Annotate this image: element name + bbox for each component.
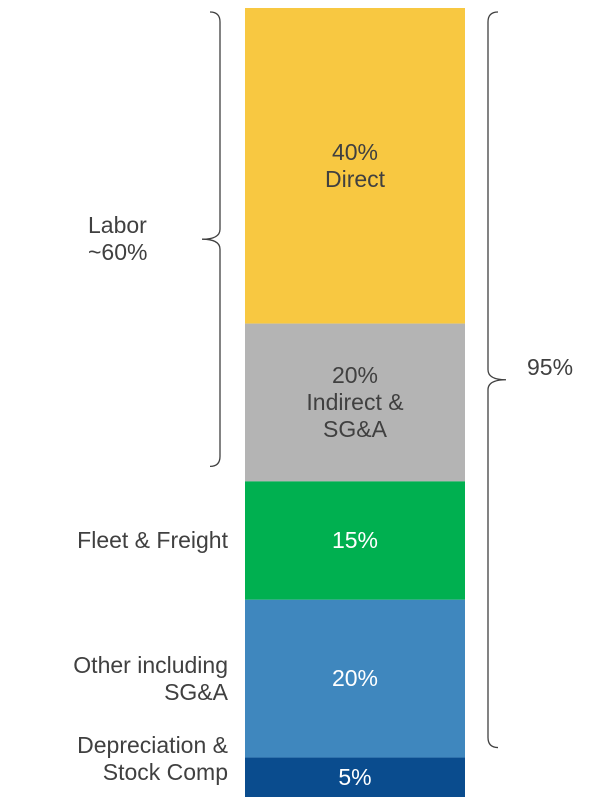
segment-label: Other including SG&A [73, 651, 228, 705]
segment-label: Fleet & Freight [77, 527, 228, 554]
value-label: 20% [331, 665, 379, 692]
brace-right [487, 11, 507, 749]
bar-segment [245, 599, 465, 758]
annotation: Labor ~60% [88, 212, 148, 266]
bar-segment [245, 323, 465, 482]
segment-label: Direct [324, 165, 386, 192]
bar-segment [245, 8, 465, 324]
value-label: 20% [331, 362, 379, 388]
annotation: 95% [527, 354, 574, 381]
segment-label: Indirect & SG&A [306, 389, 404, 442]
segment-label: Depreciation & Stock Comp [77, 732, 228, 786]
brace-left [201, 11, 221, 468]
value-label: 5% [338, 763, 372, 790]
value-label: 40% [331, 138, 379, 165]
value-label: 15% [331, 527, 379, 554]
bar-segment [245, 757, 465, 797]
bar-segment [245, 481, 465, 600]
